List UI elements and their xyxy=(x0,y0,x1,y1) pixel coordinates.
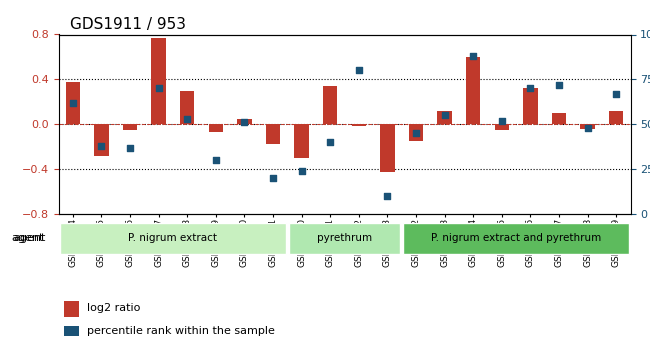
Point xyxy=(211,157,221,163)
Point xyxy=(439,112,450,118)
Bar xyxy=(380,124,395,172)
Point xyxy=(325,139,335,145)
Bar xyxy=(609,111,623,124)
Point xyxy=(68,100,78,106)
Point xyxy=(382,193,393,199)
Point xyxy=(497,118,507,124)
Point xyxy=(125,145,135,150)
Point xyxy=(239,120,250,125)
FancyBboxPatch shape xyxy=(60,223,286,254)
Bar xyxy=(552,113,566,124)
Point xyxy=(554,82,564,88)
Text: GDS1911 / 953: GDS1911 / 953 xyxy=(70,17,186,32)
Point xyxy=(153,86,164,91)
Text: log2 ratio: log2 ratio xyxy=(87,303,140,313)
Bar xyxy=(151,38,166,124)
Text: P. nigrum extract and pyrethrum: P. nigrum extract and pyrethrum xyxy=(431,233,601,243)
FancyBboxPatch shape xyxy=(403,223,629,254)
Text: P. nigrum extract: P. nigrum extract xyxy=(129,233,217,243)
Bar xyxy=(66,81,80,124)
Bar xyxy=(495,124,509,130)
Bar xyxy=(94,124,109,156)
Point xyxy=(96,143,107,148)
Bar xyxy=(266,124,280,144)
Text: agent: agent xyxy=(12,233,44,243)
Point xyxy=(182,116,192,121)
Text: pyrethrum: pyrethrum xyxy=(317,233,372,243)
Bar xyxy=(64,326,79,336)
Bar xyxy=(437,111,452,124)
Text: agent: agent xyxy=(13,233,46,243)
Point xyxy=(354,68,364,73)
Text: percentile rank within the sample: percentile rank within the sample xyxy=(87,326,275,336)
Bar xyxy=(580,124,595,129)
Bar xyxy=(123,124,137,130)
Point xyxy=(611,91,621,97)
Bar xyxy=(523,88,538,124)
Bar xyxy=(180,90,194,124)
Point xyxy=(268,175,278,181)
Bar xyxy=(352,124,366,126)
Bar xyxy=(209,124,223,132)
Bar xyxy=(294,124,309,158)
Point xyxy=(296,168,307,174)
Bar xyxy=(323,86,337,124)
Point xyxy=(468,53,478,59)
Bar xyxy=(409,124,423,141)
Point xyxy=(525,86,536,91)
Bar xyxy=(466,57,480,124)
FancyBboxPatch shape xyxy=(289,223,400,254)
Point xyxy=(582,125,593,130)
Bar xyxy=(64,301,79,317)
Bar xyxy=(237,119,252,124)
Point xyxy=(411,130,421,136)
